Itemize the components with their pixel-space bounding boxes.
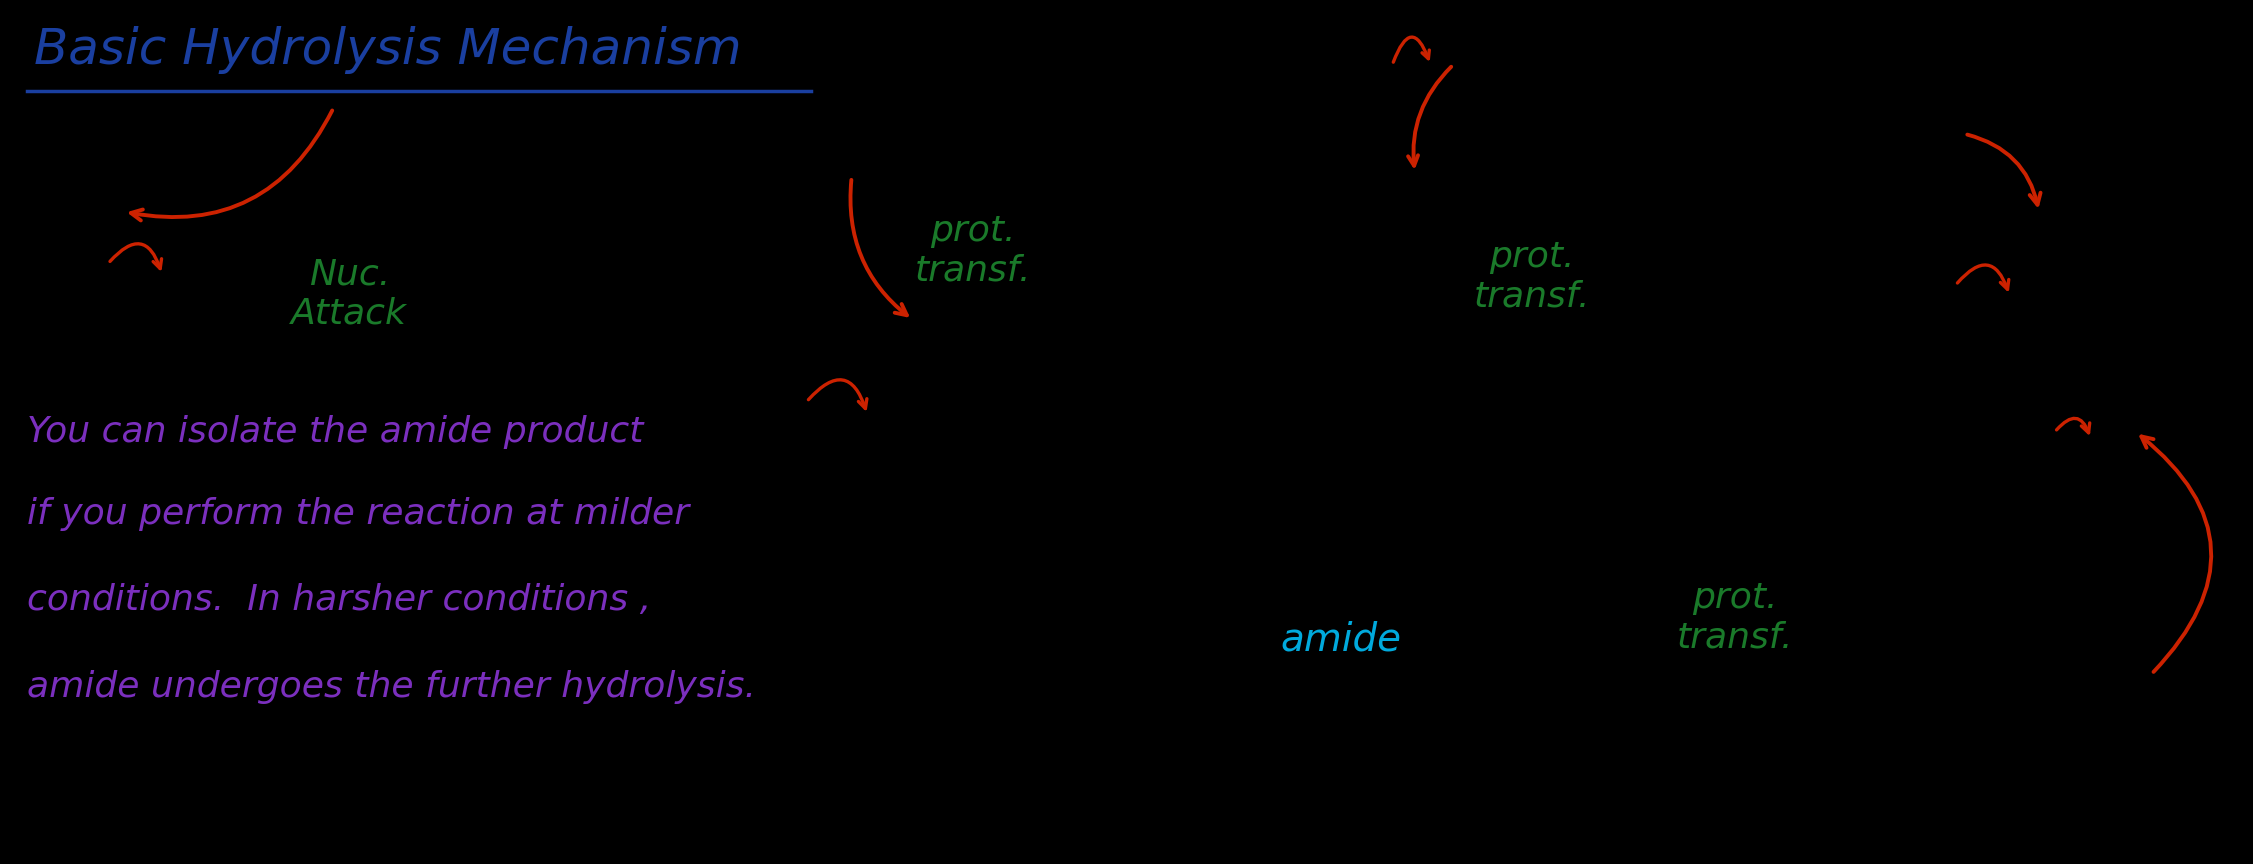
Text: conditions.  In harsher conditions ,: conditions. In harsher conditions , (27, 583, 651, 618)
Text: Nuc.
Attack: Nuc. Attack (291, 257, 408, 330)
Text: if you perform the reaction at milder: if you perform the reaction at milder (27, 497, 689, 531)
Text: amide undergoes the further hydrolysis.: amide undergoes the further hydrolysis. (27, 670, 757, 704)
Text: prot.
transf.: prot. transf. (1473, 240, 1591, 313)
Text: Basic Hydrolysis Mechanism: Basic Hydrolysis Mechanism (34, 26, 741, 74)
Text: amide: amide (1280, 620, 1401, 658)
Text: You can isolate the amide product: You can isolate the amide product (27, 415, 644, 449)
Text: prot.
transf.: prot. transf. (915, 214, 1032, 287)
Text: prot.
transf.: prot. transf. (1676, 581, 1793, 654)
